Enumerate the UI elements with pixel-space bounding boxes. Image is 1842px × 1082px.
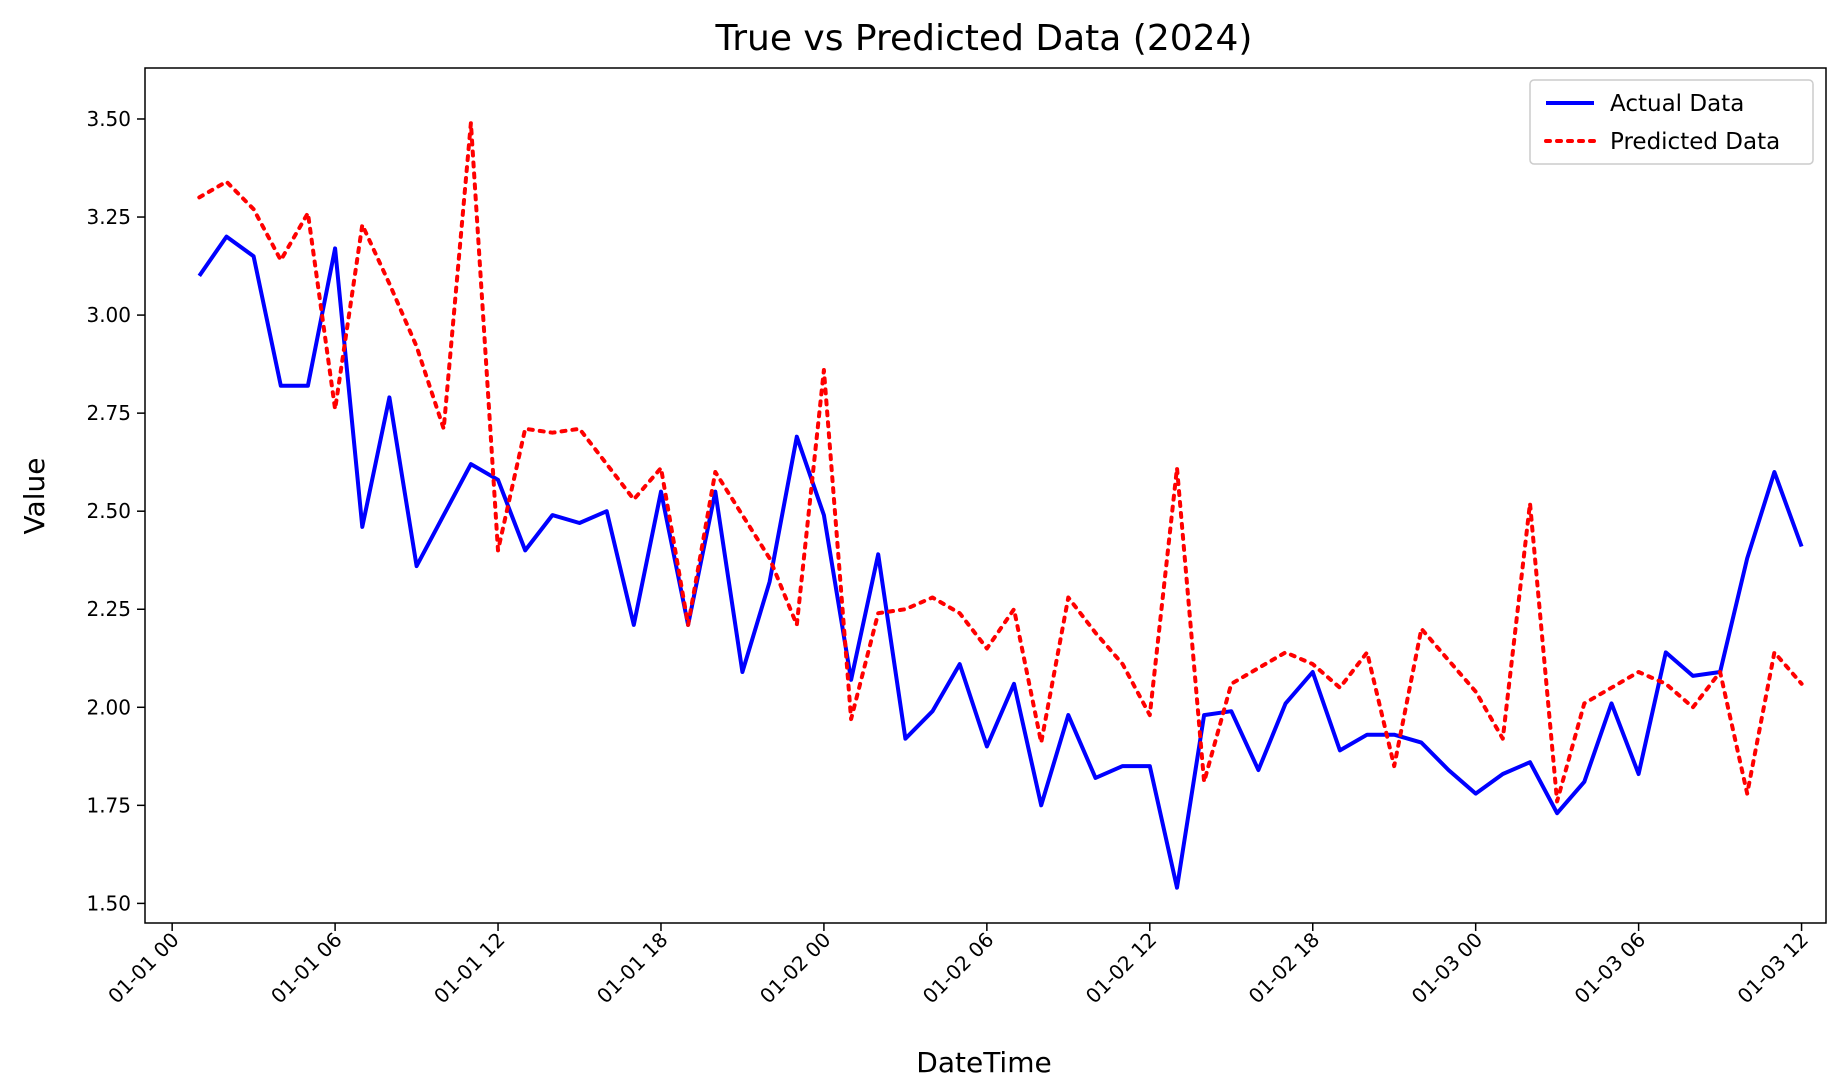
legend-box	[1529, 79, 1814, 165]
series-layer	[197, 120, 1804, 890]
y-tick-label: 1.50	[86, 891, 131, 915]
x-tick-label: 01-01 12	[429, 928, 510, 1009]
plot-frame	[144, 67, 1827, 924]
x-axis-label: DateTime	[916, 1046, 1051, 1079]
legend-predicted-label: Predicted Data	[1610, 129, 1780, 155]
actual-data-line	[197, 234, 1804, 890]
x-tick-label: 01-01 00	[103, 928, 184, 1009]
y-tick-label: 2.50	[86, 499, 131, 523]
ticks-layer: 1.50 1.75 2.00 2.25 2.50 2.75 3.00 3.25 3.50 01-0…	[86, 107, 1813, 1008]
chart-title: True vs Predicted Data (2024)	[715, 18, 1253, 59]
y-tick-label: 3.00	[86, 303, 131, 327]
legend: Actual Data Predicted Data	[1529, 79, 1814, 165]
x-tick-label: 01-03 12	[1733, 928, 1814, 1009]
x-tick-label: 01-01 06	[266, 928, 347, 1009]
x-tick-label: 01-03 06	[1570, 928, 1651, 1009]
x-tick-label: 01-01 18	[592, 928, 673, 1009]
y-axis-label: Value	[18, 458, 51, 535]
y-tick-label: 3.25	[86, 205, 131, 229]
legend-actual-label: Actual Data	[1610, 91, 1744, 117]
y-tick-label: 2.00	[86, 695, 131, 719]
y-tick-label: 1.75	[86, 793, 131, 817]
x-tick-label: 01-02 12	[1081, 928, 1162, 1009]
x-tick-label: 01-02 18	[1244, 928, 1325, 1009]
x-tick-label: 01-03 00	[1407, 928, 1488, 1009]
predicted-data-line	[197, 120, 1804, 804]
x-tick-label: 01-02 06	[918, 928, 999, 1009]
x-tick-label: 01-02 00	[755, 928, 836, 1009]
y-tick-label: 3.50	[86, 107, 131, 131]
y-tick-label: 2.25	[86, 597, 131, 621]
y-tick-label: 2.75	[86, 401, 131, 425]
